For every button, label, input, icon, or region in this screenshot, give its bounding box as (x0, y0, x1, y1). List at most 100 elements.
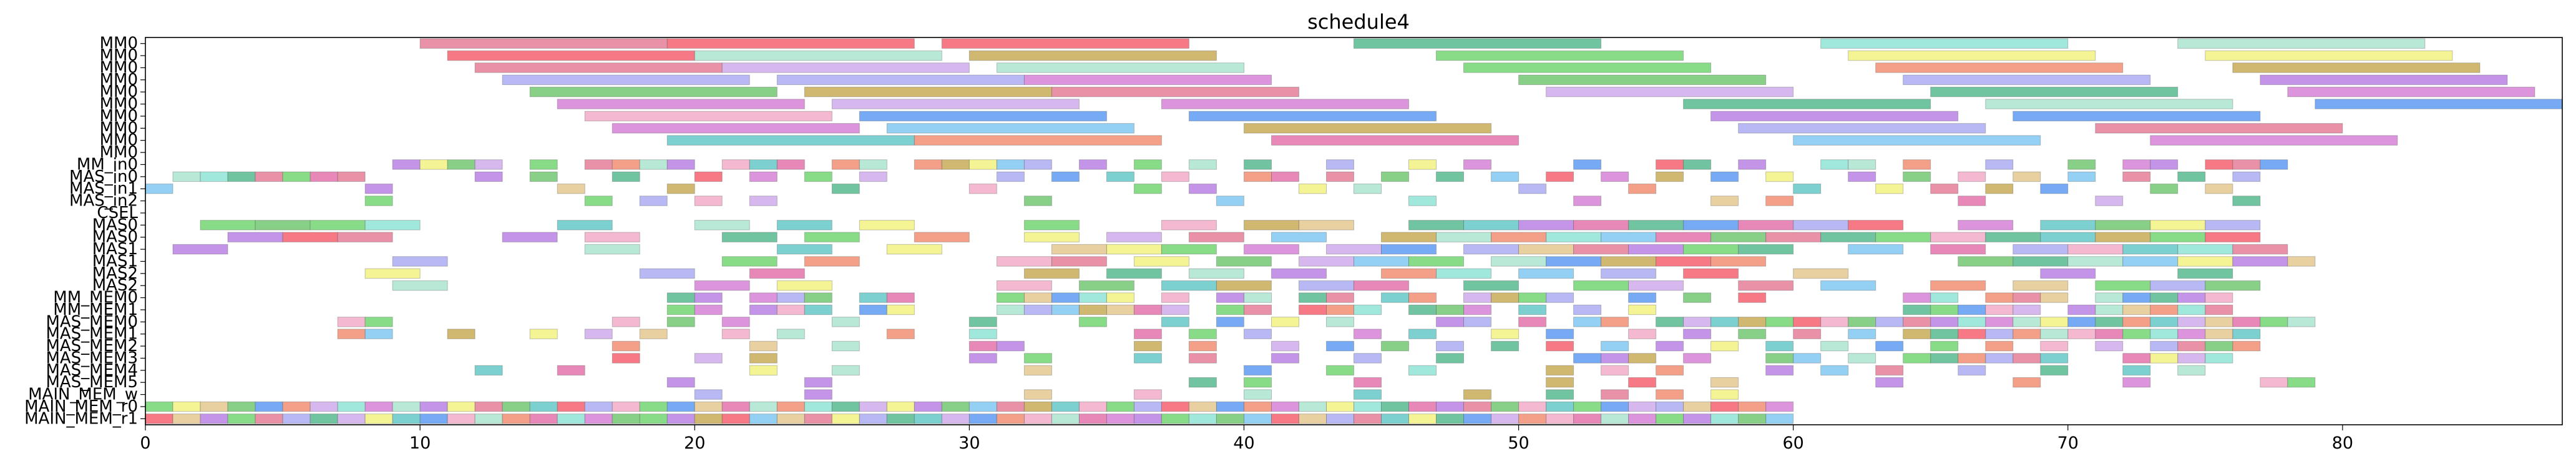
task-bar-371 (831, 317, 860, 327)
task-bar-2 (941, 38, 1189, 49)
task-bar-414 (776, 329, 805, 339)
task-bar-495 (2205, 353, 2233, 364)
task-bar-185 (2150, 220, 2206, 231)
x-tick-label-7: 70 (2057, 434, 2079, 453)
task-bar-301 (996, 292, 1025, 303)
task-bar-38 (1188, 111, 1437, 122)
task-bar-68 (996, 159, 1025, 170)
task-bar-536 (1656, 389, 1684, 400)
task-bar-115 (1546, 171, 1574, 182)
y-tick-label-17: MAS1 (92, 240, 138, 259)
task-bar-299 (859, 292, 887, 303)
task-bar-257 (2177, 256, 2233, 267)
task-bar-78 (1656, 159, 1684, 170)
task-bar-593 (1656, 401, 1684, 412)
task-bar-229 (1683, 244, 1739, 255)
y-tick-label-25: MAS_MEM2 (46, 337, 138, 355)
task-bar-205 (1710, 232, 1767, 242)
task-bar-281 (1216, 280, 1272, 291)
task-bar-124 (2067, 171, 2096, 182)
task-bar-470 (694, 353, 723, 364)
task-bar-400 (2122, 317, 2151, 327)
task-bar-574 (1133, 401, 1162, 412)
task-bar-468 (2232, 340, 2261, 352)
task-bar-460 (1875, 340, 1904, 352)
task-bar-324 (2040, 292, 2069, 303)
task-bar-529 (1023, 389, 1052, 400)
task-bar-271 (1683, 268, 1739, 279)
task-bar-173 (1408, 220, 1464, 231)
task-bar-517 (1244, 377, 1272, 388)
task-bar-29 (2287, 86, 2535, 97)
task-bar-248 (1491, 256, 1547, 267)
task-bar-343 (1161, 304, 1189, 315)
task-bar-175 (1518, 220, 1574, 231)
task-bar-397 (2040, 317, 2069, 327)
task-bar-396 (2012, 317, 2041, 327)
task-bar-362 (2122, 304, 2151, 315)
task-bar-494 (2177, 353, 2206, 364)
task-bar-315 (1518, 292, 1547, 303)
task-bar-386 (1738, 317, 1767, 327)
task-bar-652 (1628, 414, 1657, 424)
task-bar-49 (1793, 135, 2041, 146)
task-bar-181 (1848, 220, 1904, 231)
task-bar-112 (1381, 171, 1409, 182)
task-bar-93 (227, 171, 256, 182)
task-bar-600 (200, 414, 228, 424)
task-bar-226 (1518, 244, 1574, 255)
task-bar-507 (1765, 365, 1794, 376)
task-bar-481 (1628, 353, 1657, 364)
task-bar-107 (1106, 171, 1134, 182)
task-bar-188 (282, 232, 338, 242)
task-bar-426 (1738, 329, 1767, 339)
task-bar-36 (584, 111, 832, 122)
task-bar-427 (1793, 329, 1822, 339)
task-bar-433 (2012, 329, 2041, 339)
task-bar-179 (1738, 220, 1794, 231)
task-bar-557 (666, 401, 695, 412)
task-bar-504 (1546, 365, 1574, 376)
task-bar-26 (1051, 86, 1300, 97)
task-bar-418 (1188, 329, 1217, 339)
task-bar-381 (1573, 317, 1602, 327)
task-bar-121 (1903, 171, 1931, 182)
task-bar-633 (1106, 414, 1134, 424)
task-bar-183 (2040, 220, 2096, 231)
task-bar-320 (1903, 292, 1931, 303)
task-bar-441 (2232, 329, 2261, 339)
task-bar-269 (1518, 268, 1574, 279)
task-bar-176 (1573, 220, 1629, 231)
task-bar-366 (337, 317, 366, 327)
task-bar-406 (2287, 317, 2316, 327)
task-bar-95 (282, 171, 311, 182)
task-bar-458 (1765, 340, 1794, 352)
task-bar-282 (1299, 280, 1354, 291)
task-bar-488 (1958, 353, 1986, 364)
task-bar-131 (666, 183, 695, 194)
task-bar-90 (2260, 159, 2288, 170)
task-bar-342 (1133, 304, 1162, 315)
task-bar-486 (1903, 353, 1931, 364)
task-bar-487 (1930, 353, 1959, 364)
task-bar-34 (1985, 99, 2233, 109)
task-bar-161 (200, 220, 256, 231)
task-bar-259 (2287, 256, 2316, 267)
task-bar-220 (1106, 244, 1162, 255)
task-bar-109 (1244, 171, 1272, 182)
task-bar-585 (1436, 401, 1464, 412)
task-bar-603 (282, 414, 311, 424)
task-bar-118 (1710, 171, 1739, 182)
task-bar-13 (721, 62, 970, 73)
task-bar-255 (2067, 256, 2124, 267)
task-bar-150 (694, 196, 723, 206)
task-bar-575 (1161, 401, 1189, 412)
task-bar-19 (776, 74, 1025, 86)
task-bar-647 (1491, 414, 1520, 424)
task-bar-471 (749, 353, 778, 364)
task-bar-346 (1299, 304, 1327, 315)
task-bar-560 (749, 401, 778, 412)
y-tick-label-20: MAS2 (92, 276, 138, 295)
task-bar-197 (1188, 232, 1244, 242)
task-bar-553 (557, 401, 585, 412)
